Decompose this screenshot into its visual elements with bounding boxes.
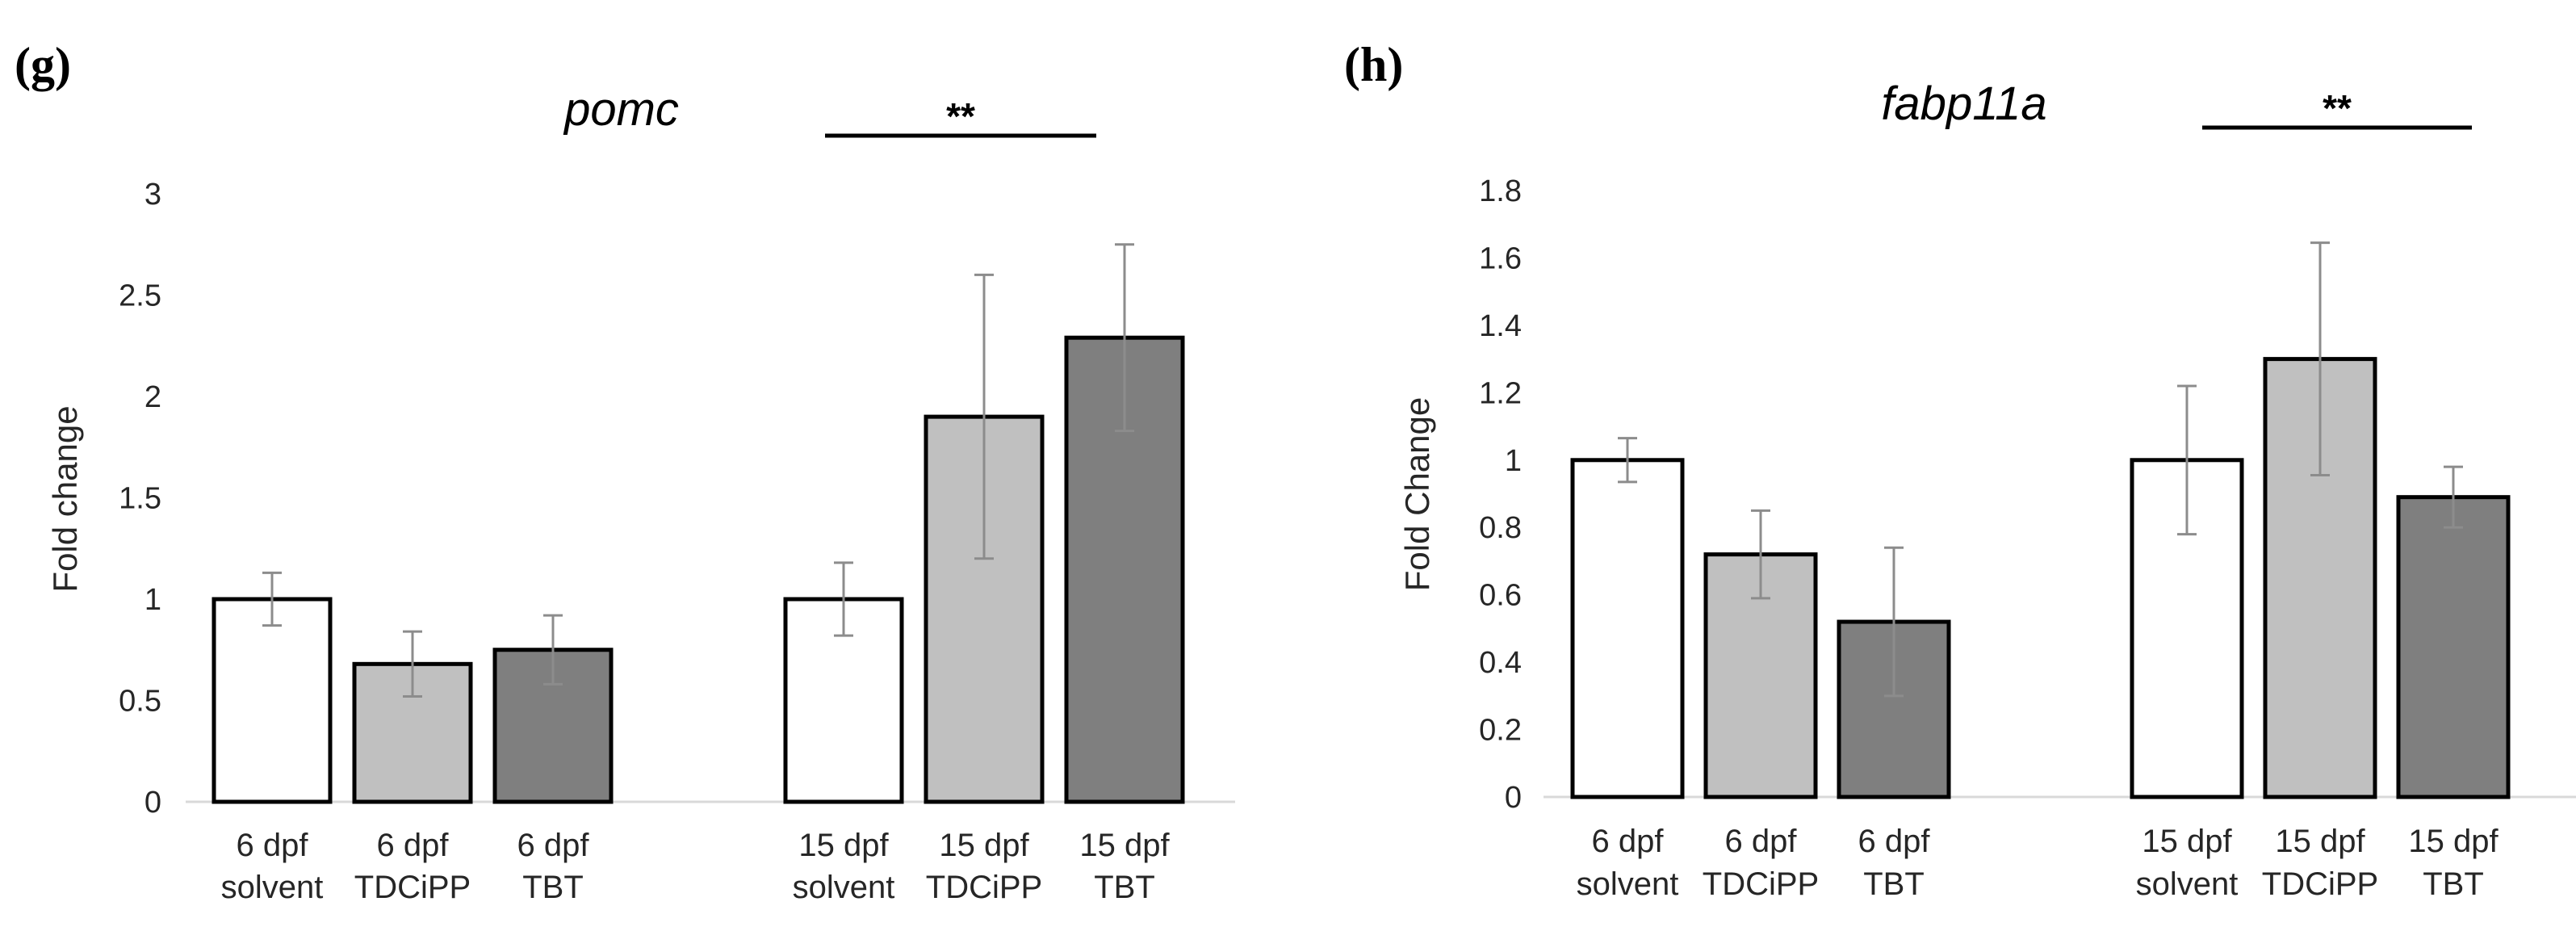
y-tick-label: 2 [145,380,161,414]
y-tick-label: 0.5 [119,685,161,719]
x-category-label: 15 dpf [1079,828,1170,863]
chart-title: fabp11a [1881,78,2046,130]
panel-label: (h) [1344,38,1403,91]
x-category-label: 15 dpf [2408,824,2499,859]
x-category-label: TDCiPP [926,870,1042,905]
chart-title: pomc [563,83,679,136]
x-category-label: TDCiPP [1703,866,1819,902]
x-category-label: TDCiPP [354,870,471,905]
significance-label: ** [2323,87,2352,129]
y-tick-label: 2.5 [119,279,161,313]
x-category-label: TBT [1863,866,1925,902]
y-tick-label: 0 [145,786,161,820]
y-axis-title: Fold Change [1398,397,1436,592]
y-tick-label: 1 [145,583,161,617]
x-category-label: TBT [2423,866,2484,902]
y-tick-label: 1.6 [1479,241,1522,275]
y-tick-label: 1.5 [119,482,161,516]
x-category-label: 15 dpf [2275,824,2365,859]
x-category-label: 15 dpf [939,828,1029,863]
y-tick-label: 1.8 [1479,174,1522,208]
x-category-label: 6 dpf [1725,824,1798,859]
panel-label: (g) [15,38,71,91]
bar [783,597,904,804]
y-axis-title: Fold change [46,405,84,592]
y-tick-label: 0.4 [1479,646,1522,680]
significance-label: ** [946,95,975,137]
bar [212,597,333,804]
y-tick-label: 0.6 [1479,579,1522,613]
y-tick-label: 3 [145,178,161,212]
y-tick-label: 1 [1505,444,1522,478]
y-tick-label: 0 [1505,781,1522,815]
x-category-label: 15 dpf [2142,824,2232,859]
x-category-label: 6 dpf [377,828,450,863]
x-category-label: 6 dpf [517,828,590,863]
x-category-label: solvent [793,870,895,905]
bar [1570,458,1685,799]
x-category-label: solvent [2136,866,2239,902]
panel-g: (g) pomc Fold change 0 0.5 1 1.5 2 2.5 3 6 dpf solv… [15,38,1235,905]
x-category-label: TBT [1094,870,1155,905]
x-category-label: TBT [522,870,584,905]
x-category-label: solvent [1577,866,1679,902]
x-category-label: TDCiPP [2262,866,2378,902]
y-tick-label: 1.4 [1479,309,1522,343]
y-tick-label: 1.2 [1479,376,1522,410]
y-tick-label: 0.8 [1479,511,1522,545]
panel-h: (h) fabp11a Fold Change 0 0.2 0.4 0.6 0.8 1 1.2 1.… [1344,38,2576,902]
bar [2396,495,2511,799]
x-category-label: 6 dpf [237,828,309,863]
y-tick-label: 0.2 [1479,714,1522,748]
x-category-label: 6 dpf [1858,824,1931,859]
x-category-label: 15 dpf [798,828,889,863]
x-category-label: 6 dpf [1592,824,1665,859]
x-category-label: solvent [221,870,324,905]
